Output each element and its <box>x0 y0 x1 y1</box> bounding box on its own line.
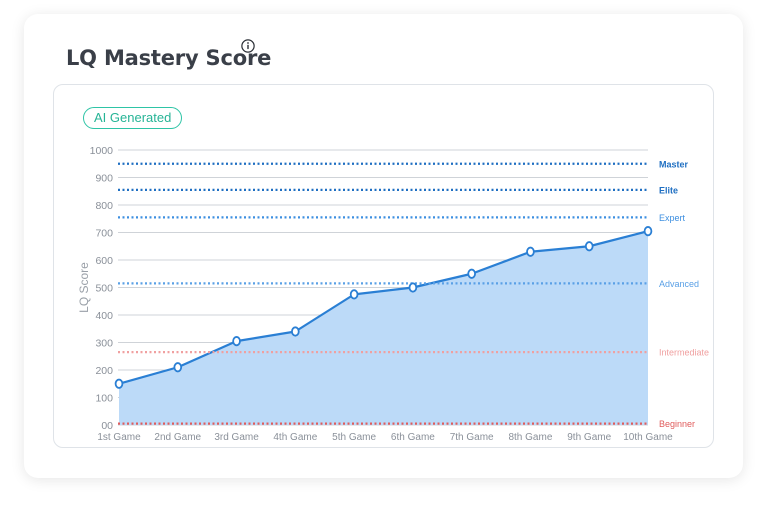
level-label-master: Master <box>659 159 689 169</box>
data-point <box>291 326 300 337</box>
x-tick-label: 2nd Game <box>154 432 201 443</box>
y-tick-label: 00 <box>101 420 113 432</box>
data-point <box>467 268 476 279</box>
x-tick-label: 3rd Game <box>214 432 259 443</box>
x-tick-label: 9th Game <box>567 432 611 443</box>
ai-generated-badge: AI Generated <box>83 107 183 129</box>
y-tick-label: 500 <box>95 283 113 295</box>
score-line <box>118 230 649 385</box>
x-tick-label: 4th Game <box>273 432 317 443</box>
y-tick-label: 300 <box>95 338 113 350</box>
level-label-intermediate: Intermediate <box>659 348 709 358</box>
data-point <box>408 282 418 293</box>
page-title: LQ Mastery Score <box>66 46 272 70</box>
y-axis-label: LQ Score <box>77 262 91 313</box>
score-area <box>119 231 648 425</box>
info-circle-icon[interactable] <box>241 39 255 53</box>
x-tick-label: 6th Game <box>391 432 435 443</box>
data-point <box>349 289 359 300</box>
level-label-advanced: Advanced <box>659 279 699 289</box>
x-tick-label: 5th Game <box>332 432 376 443</box>
data-point <box>232 336 241 347</box>
chart-panel: AI Generated 00 100 200 300 400 500 600 700 800 9… <box>53 84 714 448</box>
lq-score-chart: 00 100 200 300 400 500 600 700 800 900 1000 LQ Scor… <box>77 145 709 443</box>
x-tick-label: 7th Game <box>450 432 494 443</box>
y-tick-label: 700 <box>95 228 113 240</box>
x-tick-label: 8th Game <box>508 432 552 443</box>
x-tick-label: 10th Game <box>623 432 673 443</box>
y-tick-label: 900 <box>95 173 113 185</box>
data-point <box>173 362 183 373</box>
y-tick-label: 400 <box>95 310 113 322</box>
y-tick-label: 100 <box>95 393 113 405</box>
data-point <box>584 241 594 252</box>
level-label-elite: Elite <box>659 185 678 195</box>
data-point <box>643 226 653 237</box>
data-point <box>114 378 124 389</box>
y-tick-label: 600 <box>95 255 113 267</box>
y-tick-label: 1000 <box>90 145 114 157</box>
level-label-expert: Expert <box>659 213 686 223</box>
y-tick-label: 200 <box>95 365 113 377</box>
lq-mastery-card: LQ Mastery Score AI Generated 00 100 200 30… <box>24 14 743 478</box>
x-tick-label: 1st Game <box>97 432 141 443</box>
y-tick-label: 800 <box>95 200 113 212</box>
level-label-beginner: Beginner <box>659 419 695 429</box>
data-point <box>526 246 535 257</box>
